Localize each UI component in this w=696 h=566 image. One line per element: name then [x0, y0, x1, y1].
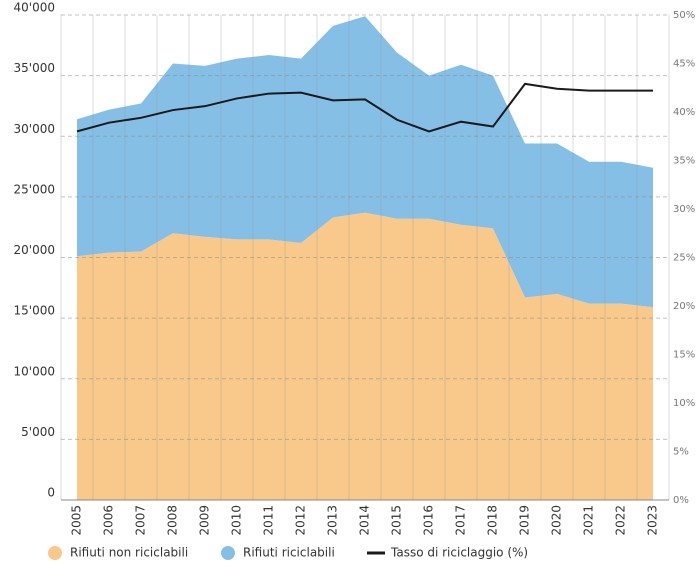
y2-tick-label: 10%	[673, 398, 695, 409]
y-tick-label: 15'000	[14, 304, 55, 318]
x-tick-label: 2017	[454, 505, 468, 536]
x-tick-label: 2006	[102, 505, 116, 536]
y-tick-label: 40'000	[14, 1, 55, 15]
x-tick-label: 2022	[614, 505, 628, 536]
legend-label: Rifiuti non riciclabili	[70, 546, 188, 560]
x-tick-label: 2005	[70, 505, 84, 536]
y2-tick-label: 35%	[673, 156, 695, 167]
legend-swatch	[48, 546, 62, 560]
x-tick-label: 2007	[134, 505, 148, 536]
y-tick-label: 0	[47, 486, 55, 500]
y2-tick-label: 45%	[673, 59, 695, 70]
y-tick-label: 25'000	[14, 182, 55, 196]
y2-tick-label: 50%	[673, 10, 695, 21]
x-tick-label: 2009	[198, 505, 212, 536]
y2-tick-label: 20%	[673, 301, 695, 312]
y-tick-label: 5'000	[21, 425, 55, 439]
x-tick-label: 2018	[486, 505, 500, 536]
y2-tick-label: 25%	[673, 253, 695, 264]
y2-tick-label: 15%	[673, 350, 695, 361]
y-tick-label: 35'000	[14, 61, 55, 75]
x-tick-label: 2016	[422, 505, 436, 536]
x-tick-label: 2014	[358, 505, 372, 536]
x-tick-label: 2012	[294, 505, 308, 536]
y2-tick-label: 40%	[673, 107, 695, 118]
area	[77, 16, 653, 308]
y-tick-label: 30'000	[14, 122, 55, 136]
x-tick-label: 2023	[646, 505, 660, 536]
x-tick-label: 2011	[262, 505, 276, 536]
x-tick-label: 2013	[326, 505, 340, 536]
x-tick-label: 2010	[230, 505, 244, 536]
area	[77, 212, 653, 500]
y2-tick-label: 0%	[673, 495, 689, 506]
y2-tick-label: 30%	[673, 204, 695, 215]
legend-swatch	[221, 546, 235, 560]
y-tick-label: 10'000	[14, 364, 55, 378]
y2-tick-label: 5%	[673, 447, 689, 458]
x-tick-label: 2015	[390, 505, 404, 536]
legend-label: Tasso di riciclaggio (%)	[390, 546, 528, 560]
x-tick-label: 2021	[582, 505, 596, 536]
x-tick-label: 2008	[166, 505, 180, 536]
line	[76, 82, 653, 133]
y-tick-label: 20'000	[14, 243, 55, 257]
x-tick-label: 2019	[518, 505, 532, 536]
legend-label: Rifiuti riciclabili	[243, 546, 335, 560]
x-tick-label: 2020	[550, 505, 564, 536]
